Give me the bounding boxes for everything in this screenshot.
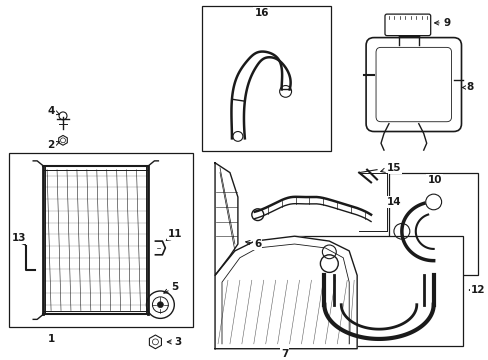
- Polygon shape: [215, 236, 356, 349]
- Text: 8: 8: [461, 82, 473, 93]
- Text: 1: 1: [47, 334, 55, 344]
- Text: 9: 9: [434, 18, 449, 28]
- Text: 12: 12: [468, 285, 485, 295]
- Text: 11: 11: [166, 229, 182, 240]
- Bar: [9, 153, 193, 327]
- Text: 10: 10: [427, 175, 441, 185]
- Text: 14: 14: [386, 197, 401, 207]
- FancyBboxPatch shape: [375, 48, 450, 122]
- Bar: [202, 6, 331, 151]
- Text: 13: 13: [12, 233, 26, 245]
- Polygon shape: [215, 163, 238, 275]
- Bar: [388, 172, 477, 275]
- Bar: [294, 236, 463, 346]
- Text: 5: 5: [163, 282, 179, 293]
- Text: 2: 2: [47, 140, 60, 150]
- Text: 6: 6: [245, 239, 261, 249]
- FancyBboxPatch shape: [366, 37, 461, 131]
- Text: 16: 16: [254, 8, 268, 18]
- Text: 7: 7: [280, 348, 288, 359]
- Text: 3: 3: [167, 337, 182, 347]
- Circle shape: [157, 302, 163, 308]
- Text: 4: 4: [47, 106, 60, 116]
- Text: 15: 15: [380, 163, 400, 173]
- FancyBboxPatch shape: [384, 14, 430, 36]
